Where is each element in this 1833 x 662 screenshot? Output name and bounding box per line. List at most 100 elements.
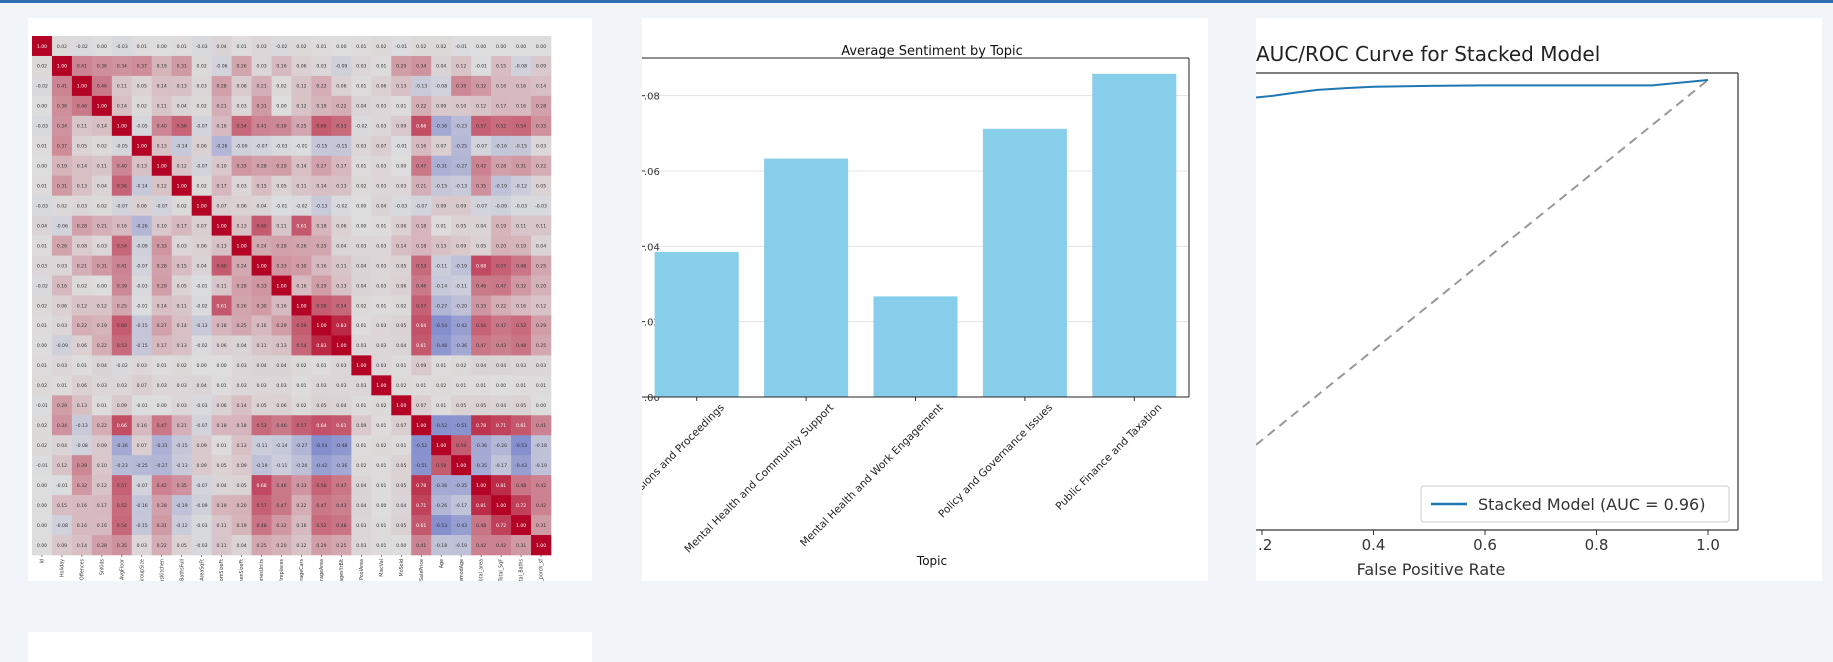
heatmap-cell bbox=[32, 375, 53, 396]
heatmap-cell-label: 0.15 bbox=[57, 503, 67, 509]
roc-x-ticks: .2 0.4 0.6 0.8 1.0 bbox=[1258, 530, 1720, 554]
heatmap-cell-label: 0.03 bbox=[177, 403, 187, 409]
heatmap-cell-label: 0.14 bbox=[316, 184, 326, 190]
heatmap-cell-label: 0.81 bbox=[476, 503, 486, 509]
heatmap-cell bbox=[371, 175, 392, 196]
heatmap-cell-label: 0.05 bbox=[396, 483, 406, 489]
heatmap-cell-label: 0.31 bbox=[536, 523, 546, 529]
heatmap-cell bbox=[32, 195, 53, 216]
heatmap-cell-label: -0.01 bbox=[455, 44, 467, 50]
heatmap-cell-label: 0.47 bbox=[157, 423, 167, 429]
heatmap-cell bbox=[351, 395, 372, 416]
heatmap-cell-label: 0.16 bbox=[516, 104, 526, 110]
heatmap-cell bbox=[51, 355, 73, 376]
heatmap-cell-label: 0.02 bbox=[197, 64, 207, 70]
heatmap-cell bbox=[131, 335, 153, 356]
heatmap-cell-label: 0.12 bbox=[97, 483, 107, 489]
roc-legend-label: Stacked Model (AUC = 0.96) bbox=[1478, 495, 1705, 514]
heatmap-cell-label: 0.01 bbox=[77, 363, 87, 369]
heatmap-cell-label: 0.06 bbox=[57, 303, 67, 309]
heatmap-cell-label: 0.28 bbox=[157, 503, 167, 509]
heatmap-cell bbox=[111, 295, 133, 316]
heatmap-cell-label: 0.29 bbox=[396, 64, 406, 70]
heatmap-cell bbox=[391, 535, 412, 556]
heatmap-cell bbox=[171, 455, 192, 476]
heatmap-cell-label: 0.02 bbox=[376, 403, 386, 409]
heatmap-cell bbox=[511, 435, 532, 456]
heatmap-cell-label: 0.03 bbox=[236, 383, 246, 389]
heatmap-cell bbox=[32, 395, 53, 416]
heatmap-cell bbox=[311, 115, 332, 137]
heatmap-x-tick-label: SnKids bbox=[99, 559, 105, 576]
heatmap-cell bbox=[251, 115, 272, 137]
heatmap-cell-label: 0.02 bbox=[177, 203, 187, 209]
heatmap-cell bbox=[371, 315, 392, 336]
heatmap-cell-label: 0.18 bbox=[217, 423, 227, 429]
heatmap-cell bbox=[191, 295, 212, 316]
heatmap-cell bbox=[431, 535, 452, 556]
heatmap-cell-label: 0.09 bbox=[197, 463, 207, 469]
heatmap-cell bbox=[391, 455, 412, 476]
heatmap-cell-label: 0.01 bbox=[37, 363, 47, 369]
heatmap-cell bbox=[431, 195, 452, 216]
heatmap-cell-label: 0.00 bbox=[356, 223, 366, 229]
heatmap-cell-label: 0.19 bbox=[157, 64, 167, 70]
heatmap-cell-label: 0.01 bbox=[356, 403, 366, 409]
heatmap-cell-label: -0.02 bbox=[335, 203, 347, 209]
heatmap-cell-label: -0.02 bbox=[196, 343, 208, 349]
heatmap-x-tick-label: Fireplaces bbox=[279, 559, 285, 581]
heatmap-cell-label: 0.19 bbox=[97, 323, 107, 329]
heatmap-cell-label: 0.47 bbox=[476, 343, 486, 349]
heatmap-cell-label: -0.27 bbox=[156, 463, 168, 469]
heatmap-cell-label: 0.47 bbox=[276, 503, 286, 509]
heatmap-cell-label: 0.22 bbox=[336, 104, 346, 110]
heatmap-cell bbox=[231, 335, 252, 356]
heatmap-cell-label: 0.68 bbox=[476, 263, 486, 269]
heatmap-cell bbox=[411, 195, 432, 216]
heatmap-cell-label: 0.02 bbox=[276, 84, 286, 90]
heatmap-cell-label: 0.29 bbox=[57, 403, 67, 409]
heatmap-cell bbox=[471, 495, 492, 516]
bar bbox=[873, 296, 958, 397]
heatmap-cell bbox=[231, 435, 252, 456]
heatmap-cell-label: 0.13 bbox=[157, 144, 167, 150]
heatmap-cell-label: -0.26 bbox=[495, 443, 507, 449]
heatmap-cell bbox=[111, 175, 133, 196]
roc-legend-box bbox=[1420, 485, 1730, 523]
heatmap-cell bbox=[511, 375, 532, 396]
heatmap-cell-label: 0.18 bbox=[217, 323, 227, 329]
heatmap-cell bbox=[531, 135, 552, 157]
heatmap-cell-label: -0.09 bbox=[56, 343, 68, 349]
heatmap-cell bbox=[151, 495, 173, 516]
heatmap-cell-label: 0.25 bbox=[336, 543, 346, 549]
roc-x-tick-label: 0.8 bbox=[1585, 536, 1609, 554]
heatmap-cell-label: 0.04 bbox=[536, 243, 546, 249]
heatmap-cell-label: 0.02 bbox=[356, 463, 366, 469]
heatmap-cell bbox=[471, 315, 492, 336]
heatmap-cell-label: 0.04 bbox=[396, 503, 406, 509]
heatmap-cell-label: 0.29 bbox=[316, 543, 326, 549]
heatmap-cell-label: 1.00 bbox=[197, 203, 207, 209]
heatmap-cell-label: 1.00 bbox=[137, 144, 147, 150]
heatmap-cell-label: 0.14 bbox=[396, 243, 406, 249]
heatmap-cell-label: 1.00 bbox=[276, 283, 286, 289]
heatmap-cell-label: 0.00 bbox=[37, 104, 47, 110]
heatmap-cell bbox=[331, 215, 352, 236]
heatmap-cell-label: 0.29 bbox=[536, 323, 546, 329]
heatmap-cell bbox=[411, 295, 432, 316]
heatmap-cell bbox=[351, 355, 372, 376]
heatmap-cell bbox=[271, 235, 292, 256]
heatmap-cell-label: 0.02 bbox=[37, 64, 47, 70]
heatmap-cell bbox=[151, 515, 173, 536]
heatmap-x-tick-label: Id bbox=[40, 559, 46, 563]
heatmap-cell bbox=[111, 235, 133, 256]
heatmap-cell-label: 0.09 bbox=[456, 203, 466, 209]
heatmap-cell bbox=[111, 415, 133, 436]
heatmap-cell-label: 0.16 bbox=[137, 423, 147, 429]
heatmap-cell-label: 0.25 bbox=[117, 303, 127, 309]
heatmap-cell bbox=[111, 36, 133, 57]
heatmap-cell bbox=[211, 175, 232, 196]
heatmap-cell-label: -0.07 bbox=[116, 203, 128, 209]
heatmap-cell bbox=[171, 75, 192, 97]
heatmap-cell bbox=[531, 435, 552, 456]
